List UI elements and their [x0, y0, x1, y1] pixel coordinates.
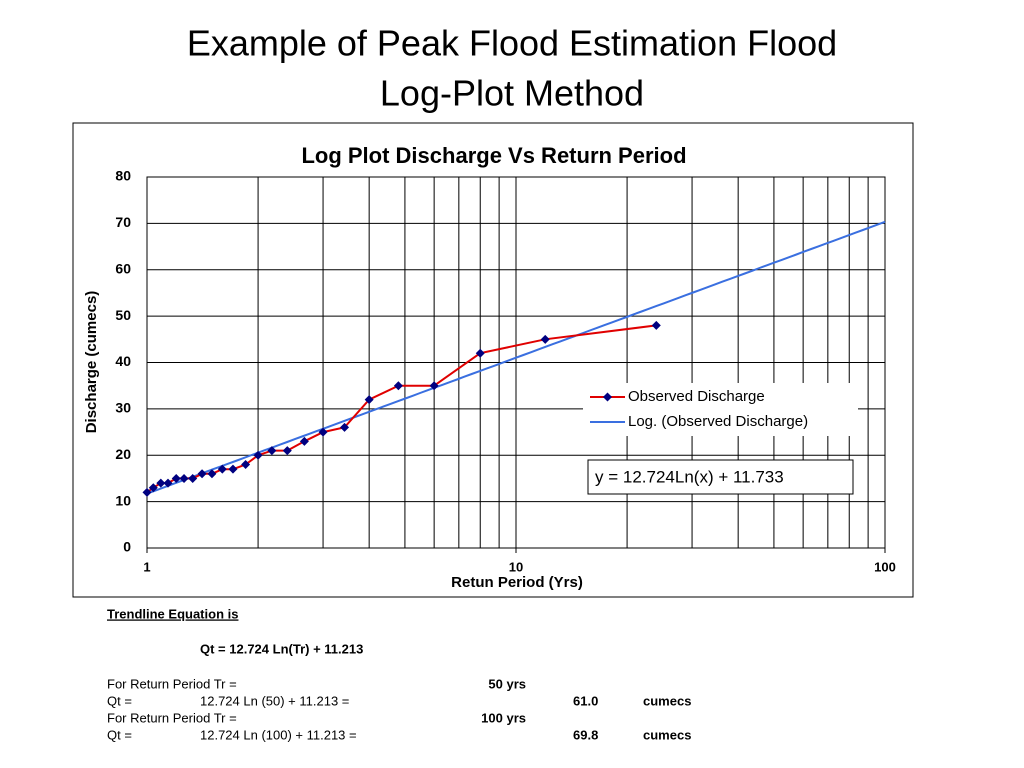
- marker: [282, 446, 292, 456]
- marker: [228, 464, 238, 474]
- slide-title: Log-Plot Method: [380, 73, 644, 114]
- marker: [188, 473, 198, 483]
- marker: [179, 473, 189, 483]
- marker: [364, 395, 374, 405]
- legend-label: Observed Discharge: [628, 388, 765, 405]
- chart-title: Log Plot Discharge Vs Return Period: [301, 143, 686, 168]
- row-label: Qt =: [107, 727, 132, 742]
- row-expr: 12.724 Ln (50) + 11.213 =: [200, 693, 349, 708]
- marker: [318, 427, 328, 437]
- marker: [540, 334, 550, 344]
- y-tick-label: 0: [123, 539, 131, 555]
- row-period: 50 yrs: [488, 676, 526, 691]
- row-label: For Return Period Tr =: [107, 676, 237, 691]
- y-axis-label: Discharge (cumecs): [83, 291, 100, 434]
- marker: [393, 381, 403, 391]
- marker: [156, 478, 166, 488]
- marker: [217, 464, 227, 474]
- row-label: Qt =: [107, 693, 132, 708]
- row-result: 69.8: [573, 727, 598, 742]
- marker: [207, 469, 217, 479]
- marker: [148, 483, 158, 493]
- marker: [429, 381, 439, 391]
- notes-heading: Trendline Equation is: [107, 606, 238, 621]
- marker: [299, 436, 309, 446]
- row-label: For Return Period Tr =: [107, 710, 237, 725]
- marker: [651, 320, 661, 330]
- row-expr: 12.724 Ln (100) + 11.213 =: [200, 727, 357, 742]
- row-result: 61.0: [573, 693, 598, 708]
- y-tick-label: 30: [115, 400, 131, 416]
- slide-title: Example of Peak Flood Estimation Flood: [187, 23, 837, 64]
- y-tick-label: 80: [115, 168, 131, 184]
- x-tick-label: 1: [143, 559, 150, 574]
- x-tick-label: 100: [874, 559, 896, 574]
- y-tick-label: 20: [115, 446, 131, 462]
- marker: [241, 460, 251, 470]
- x-tick-label: 10: [509, 559, 523, 574]
- marker: [197, 469, 207, 479]
- marker: [267, 446, 277, 456]
- legend-label: Log. (Observed Discharge): [628, 413, 808, 430]
- marker: [163, 478, 173, 488]
- y-tick-label: 60: [115, 260, 131, 276]
- marker: [171, 473, 181, 483]
- row-unit: cumecs: [643, 727, 691, 742]
- marker: [142, 487, 152, 497]
- equation-box: [587, 459, 854, 495]
- legend-marker: [603, 392, 612, 402]
- y-tick-label: 70: [115, 214, 131, 230]
- equation-label: y = 12.724Ln(x) + 11.733: [595, 467, 784, 486]
- marker: [340, 422, 350, 432]
- marker: [475, 348, 485, 358]
- y-tick-label: 50: [115, 307, 131, 323]
- notes-equation: Qt = 12.724 Ln(Tr) + 11.213: [200, 641, 363, 656]
- y-tick-label: 40: [115, 353, 131, 369]
- plot: 0 10 20 30 40 50 60 70 80 1 10 100 Observed Discharg…: [115, 168, 895, 575]
- y-tick-label: 10: [115, 492, 131, 508]
- marker: [253, 450, 263, 460]
- x-axis-label: Retun Period (Yrs): [451, 574, 583, 591]
- row-period: 100 yrs: [481, 710, 526, 725]
- legend-box: [583, 383, 858, 436]
- row-unit: cumecs: [643, 693, 691, 708]
